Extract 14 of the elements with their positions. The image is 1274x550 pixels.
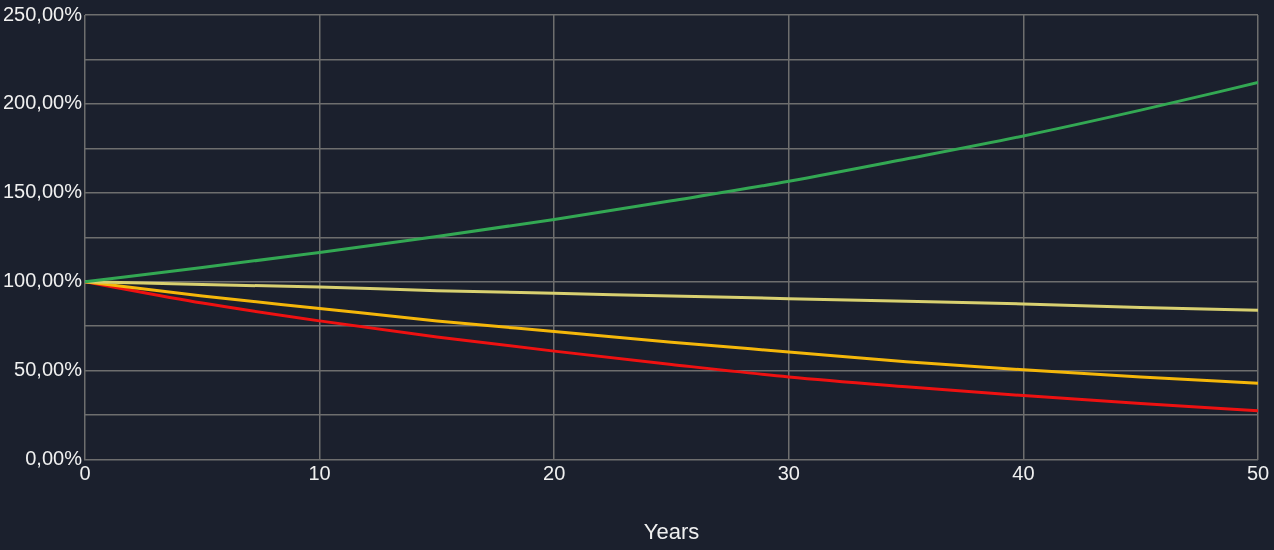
x-axis-title: Years xyxy=(643,518,700,544)
x-tick-label: 10 xyxy=(308,462,331,485)
line-series xyxy=(84,81,1258,284)
y-tick-label: 150,00% xyxy=(2,180,83,203)
line-series xyxy=(84,280,1258,413)
x-tick-label: 40 xyxy=(1012,462,1035,485)
x-tick-label: 50 xyxy=(1246,462,1270,485)
x-tick-label: 30 xyxy=(777,462,800,485)
y-tick-label: 250,00% xyxy=(2,2,83,25)
y-tick-label: 50,00% xyxy=(14,358,83,381)
line-series xyxy=(84,280,1258,385)
y-tick-label: 100,00% xyxy=(2,269,83,292)
y-tick-label: 200,00% xyxy=(2,91,83,114)
x-tick-label: 20 xyxy=(543,462,566,485)
